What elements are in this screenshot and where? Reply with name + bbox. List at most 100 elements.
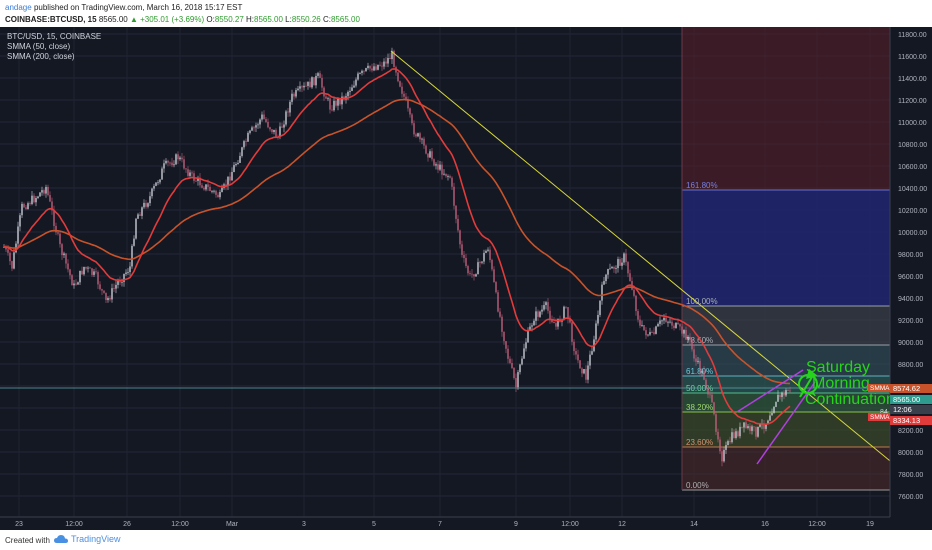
candle-body (725, 445, 727, 450)
candle-body (425, 145, 427, 154)
candle-body (65, 253, 67, 264)
candle-body (573, 341, 575, 352)
time-tick: 9 (514, 521, 518, 528)
candle-body (545, 302, 547, 306)
candle-body (375, 66, 377, 70)
candle-body (437, 164, 439, 170)
candle-body (49, 195, 51, 202)
price-chart[interactable]: 161.80% 100.00% 78.60% 61.80% 50.00% 38.… (0, 27, 932, 530)
candle-body (307, 81, 309, 86)
candle-body (285, 111, 287, 125)
candle-body (509, 358, 511, 363)
candle-body (767, 420, 769, 424)
candle-body (173, 164, 175, 166)
candle-body (729, 441, 731, 443)
candle-body (107, 298, 109, 301)
candle-body (447, 176, 449, 177)
candle-body (383, 61, 385, 67)
candle-body (745, 422, 747, 429)
candle-body (233, 165, 235, 172)
candle-body (695, 358, 697, 362)
candle-body (501, 316, 503, 332)
candle-body (19, 215, 21, 227)
time-tick: 7 (438, 521, 442, 528)
candle-body (377, 64, 379, 70)
candle-body (53, 210, 55, 226)
candle-body (355, 79, 357, 86)
candle-body (471, 273, 473, 275)
legend-smma50[interactable]: SMMA (50, close) (7, 42, 70, 51)
candle-body (205, 184, 207, 190)
candle-body (587, 365, 589, 380)
price-tick: 7800.00 (898, 472, 923, 479)
chart-canvas[interactable]: 161.80% 100.00% 78.60% 61.80% 50.00% 38.… (0, 27, 932, 530)
candle-body (665, 317, 667, 322)
candle-body (407, 100, 409, 109)
price-tick: 8200.00 (898, 428, 923, 435)
candle-body (289, 101, 291, 113)
candle-body (641, 325, 643, 326)
candle-body (25, 207, 27, 209)
candle-body (565, 306, 567, 308)
candle-body (469, 273, 471, 275)
candle-body (419, 133, 421, 140)
fib-786-label: 78.60% (686, 336, 713, 345)
candle-body (583, 369, 585, 374)
candle-body (151, 188, 153, 197)
candle-body (187, 169, 189, 176)
candle-body (579, 360, 581, 369)
channel-upper-line[interactable] (736, 369, 804, 413)
time-axis[interactable]: 23 12:00 26 12:00 Mar 3 5 7 9 12:00 12 14 16 12:00 19 (15, 521, 874, 528)
channel-lower-line[interactable] (756, 381, 816, 465)
candle-body (17, 226, 19, 244)
price-tick: 9400.00 (898, 296, 923, 303)
candle-body (629, 273, 631, 282)
candle-body (97, 272, 99, 285)
price-tick: 11800.00 (898, 32, 927, 39)
fib-retracement[interactable]: 161.80% 100.00% 78.60% 61.80% 50.00% 38.… (681, 27, 890, 491)
candle-body (763, 423, 765, 429)
candle-body (59, 233, 61, 245)
author-link[interactable]: andage (5, 3, 32, 12)
candle-body (429, 151, 431, 158)
smma-200-line[interactable] (3, 98, 791, 385)
candle-body (619, 259, 621, 266)
candle-body (189, 172, 191, 176)
candle-body (159, 179, 161, 183)
candle-body (7, 249, 9, 253)
candle-body (209, 186, 211, 191)
candle-body (449, 176, 451, 178)
candle-body (329, 98, 331, 110)
time-tick: 23 (15, 521, 23, 528)
candle-body (275, 129, 277, 137)
candle-body (457, 218, 459, 231)
candle-body (529, 326, 531, 331)
candle-body (77, 282, 79, 285)
candle-body (783, 392, 785, 396)
candle-body (99, 284, 101, 290)
candle-body (671, 321, 673, 326)
candle-body (661, 320, 663, 322)
candle-body (415, 134, 417, 137)
candle-body (443, 173, 445, 175)
candle-body (293, 93, 295, 97)
candle-body (503, 331, 505, 342)
candle-body (613, 266, 615, 269)
time-tick: Mar (226, 521, 239, 528)
legend-smma200[interactable]: SMMA (200, close) (7, 52, 75, 61)
candle-body (309, 81, 311, 88)
candle-body (589, 354, 591, 366)
candle-body (685, 329, 687, 340)
candle-body (367, 65, 369, 69)
candle-body (705, 379, 707, 388)
candle-body (121, 281, 123, 283)
candle-body (71, 275, 73, 286)
time-tick: 3 (302, 521, 306, 528)
tradingview-logo[interactable]: TradingView (54, 534, 121, 544)
price-axis[interactable]: 11800.00 11600.00 11400.00 11200.00 11000.00… (898, 32, 927, 501)
smma-50-line[interactable] (3, 68, 791, 425)
saturday-morning-annotation[interactable]: Saturday Morning Continuation (798, 359, 895, 408)
publish-info: published on TradingView.com, March 16, … (33, 3, 243, 12)
candle-body (521, 358, 523, 365)
descending-trendline[interactable] (390, 50, 896, 466)
